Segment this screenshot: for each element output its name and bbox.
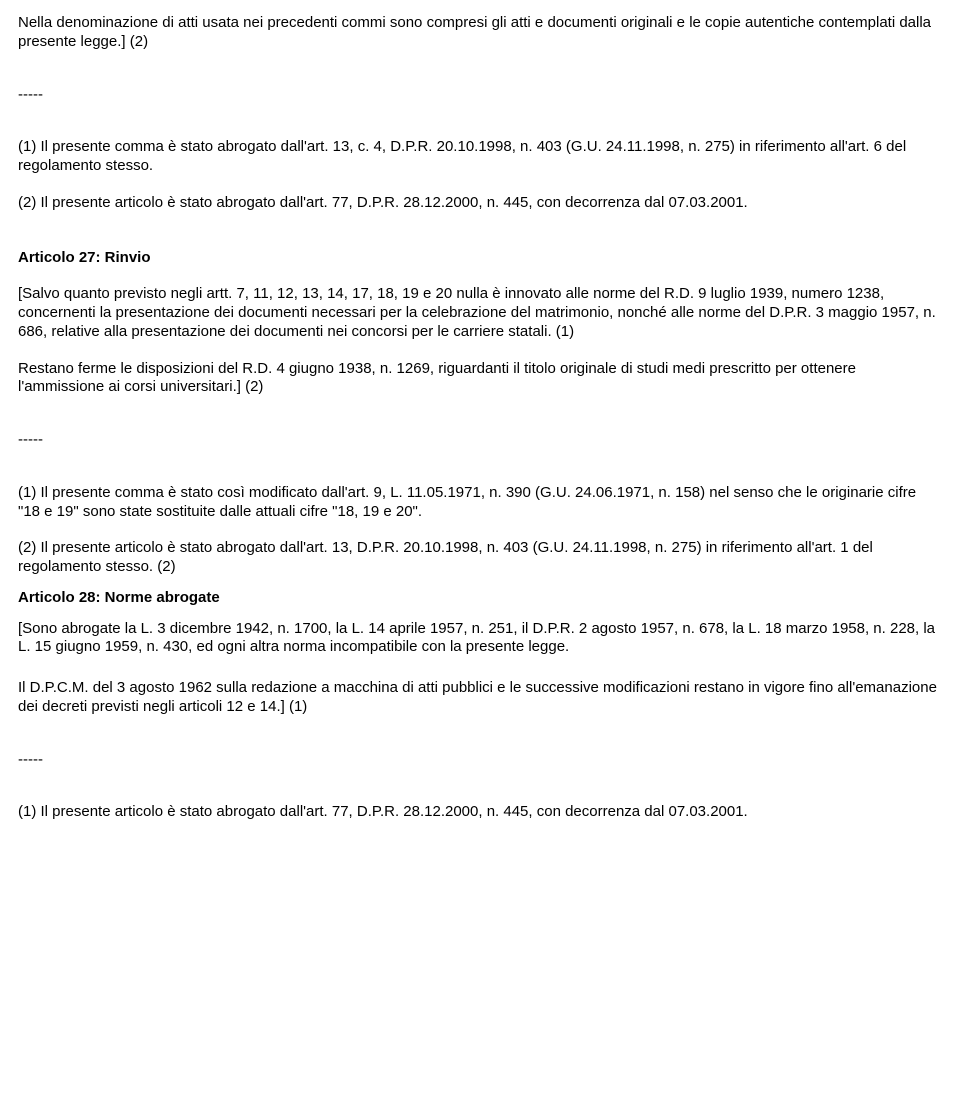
note-1: (1) Il presente comma è stato abrogato d…: [18, 138, 942, 176]
heading-articolo-27: Articolo 27: Rinvio: [18, 249, 942, 268]
separator: -----: [18, 751, 942, 770]
separator: -----: [18, 431, 942, 450]
art28-para-1: [Sono abrogate la L. 3 dicembre 1942, n.…: [18, 620, 942, 658]
note-2: (2) Il presente articolo è stato abrogat…: [18, 194, 942, 213]
art27-para-1: [Salvo quanto previsto negli artt. 7, 11…: [18, 285, 942, 341]
art27-note-2: (2) Il presente articolo è stato abrogat…: [18, 539, 942, 577]
separator: -----: [18, 86, 942, 105]
paragraph-intro: Nella denominazione di atti usata nei pr…: [18, 14, 942, 52]
art28-para-2: Il D.P.C.M. del 3 agosto 1962 sulla reda…: [18, 679, 942, 717]
heading-articolo-28: Articolo 28: Norme abrogate: [18, 589, 942, 608]
art27-para-2: Restano ferme le disposizioni del R.D. 4…: [18, 360, 942, 398]
art27-note-1: (1) Il presente comma è stato così modif…: [18, 484, 942, 522]
art28-note-1: (1) Il presente articolo è stato abrogat…: [18, 803, 942, 822]
